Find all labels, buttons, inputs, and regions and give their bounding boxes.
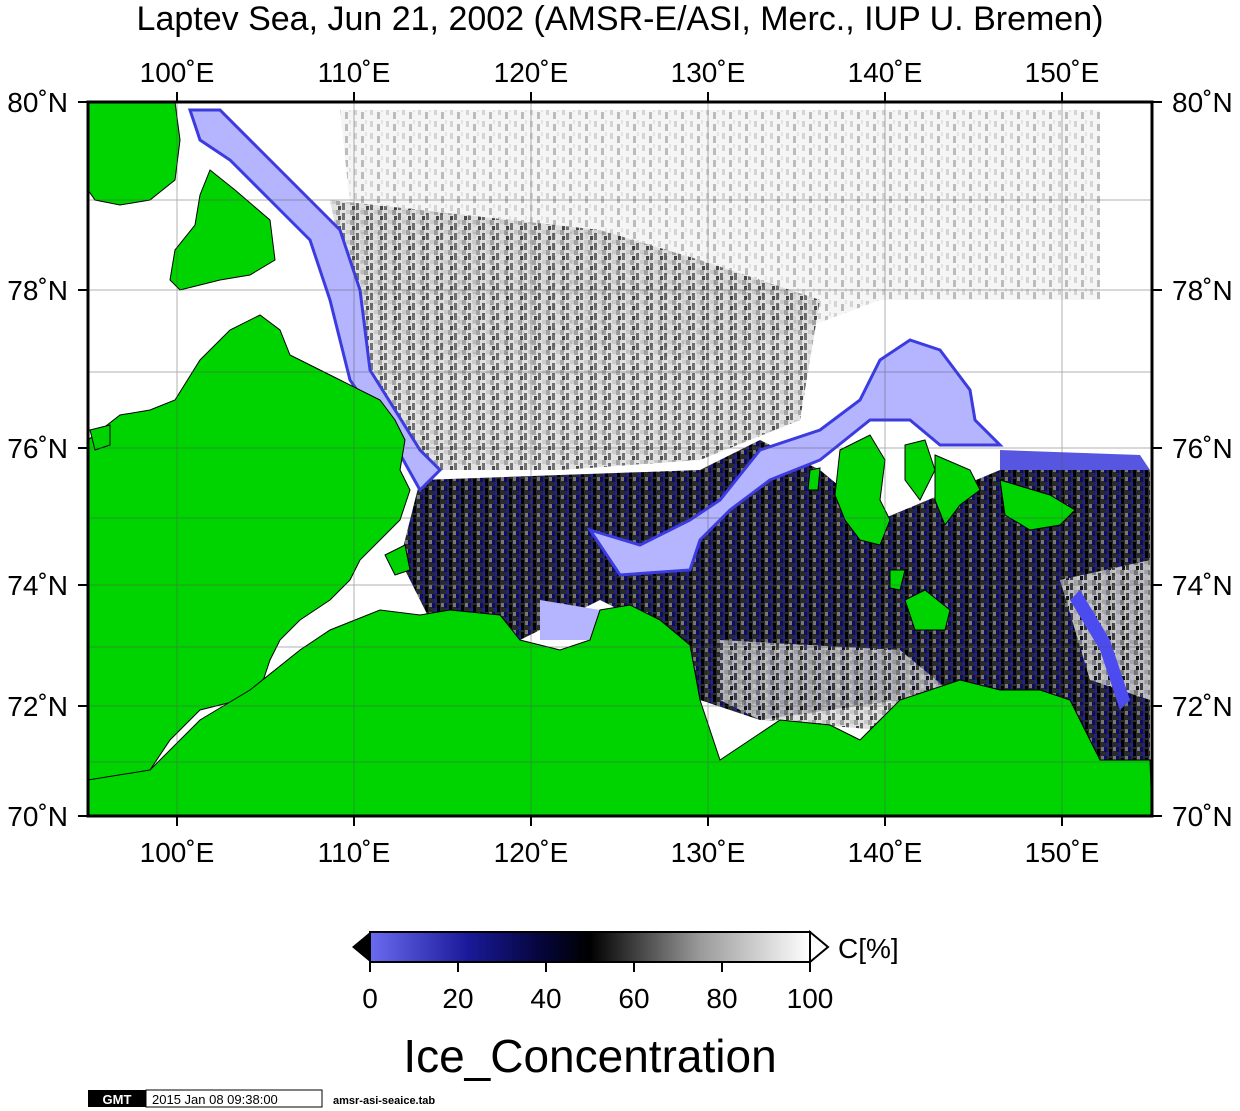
colorbar-unit-label: C[%] [838, 933, 899, 964]
lat-label: 70˚N [1172, 801, 1233, 832]
lat-label: 80˚N [7, 87, 68, 118]
colorbar-tick-label: 80 [706, 983, 737, 1014]
gmt-footer: GMT 2015 Jan 08 09:38:00 amsr-asi-seaice… [88, 1089, 435, 1108]
lat-label: 76˚N [1172, 433, 1233, 464]
lon-label: 120˚E [494, 57, 569, 88]
taymyr-peninsula [88, 314, 411, 781]
mainland-coast [88, 604, 1152, 816]
bolshoy-lyakhovsky [904, 589, 951, 631]
kotelny-island [834, 434, 891, 546]
colorbar-tick-label: 60 [618, 983, 649, 1014]
map-title: Laptev Sea, Jun 21, 2002 (AMSR-E/ASI, Me… [137, 0, 1104, 38]
lat-label: 76˚N [7, 433, 68, 464]
source-filename: amsr-asi-seaice.tab [333, 1095, 435, 1107]
graticule [88, 102, 1152, 816]
lon-label: 100˚E [140, 837, 215, 868]
lat-label: 80˚N [1172, 87, 1233, 118]
tick-marks [78, 92, 1162, 826]
stolbovoy-island [889, 569, 906, 591]
lon-label: 130˚E [671, 837, 746, 868]
map-panel [88, 102, 1152, 816]
lon-label: 150˚E [1025, 57, 1100, 88]
lat-label: 78˚N [1172, 275, 1233, 306]
lon-label: 110˚E [318, 57, 391, 88]
lon-label: 140˚E [848, 837, 923, 868]
map-frame [86, 100, 1154, 818]
colorbar-tick-label: 0 [362, 983, 378, 1014]
lon-label: 100˚E [140, 57, 215, 88]
lon-label: 130˚E [671, 57, 746, 88]
lon-label: 140˚E [848, 57, 923, 88]
land-masses [88, 102, 1152, 816]
lat-labels-right: 80˚N 78˚N 76˚N 74˚N 72˚N 70˚N [1172, 87, 1233, 832]
colorbar-max-arrow [809, 929, 830, 965]
lat-label: 74˚N [1172, 570, 1233, 601]
lon-label: 120˚E [494, 837, 569, 868]
variable-label: Ice_Concentration [403, 1030, 776, 1082]
timestamp: 2015 Jan 08 09:38:00 [152, 1092, 278, 1107]
gmt-logo-box [88, 1090, 146, 1107]
severnaya-zemlya [88, 102, 181, 206]
lat-label: 78˚N [7, 275, 68, 306]
colorbar: C[%] 0 20 40 60 80 100 [352, 929, 899, 1014]
lon-label: 110˚E [318, 837, 391, 868]
colorbar-gradient [369, 931, 811, 963]
gmt-logo: GMT [103, 1092, 132, 1107]
lat-labels-left: 80˚N 78˚N 76˚N 74˚N 72˚N 70˚N [7, 87, 68, 832]
faddeyevsky-island [904, 439, 936, 501]
lat-label: 72˚N [1172, 691, 1233, 722]
new-siberia-island [999, 479, 1076, 531]
lon-labels-bottom: 100˚E 110˚E 120˚E 130˚E 140˚E 150˚E [140, 837, 1100, 868]
lat-label: 74˚N [7, 570, 68, 601]
colorbar-min-arrow [352, 932, 370, 962]
timestamp-box [145, 1089, 323, 1108]
ice-concentration-field [187, 108, 1150, 760]
lon-labels-top: 100˚E 110˚E 120˚E 130˚E 140˚E 150˚E [140, 57, 1100, 88]
lon-label: 150˚E [1025, 837, 1100, 868]
colorbar-tick-label: 20 [442, 983, 473, 1014]
bunge-land [934, 454, 981, 527]
colorbar-tick-label: 40 [530, 983, 561, 1014]
bolshevik-island [169, 169, 276, 291]
lat-label: 70˚N [7, 801, 68, 832]
lat-label: 72˚N [7, 691, 68, 722]
colorbar-tick-label: 100 [787, 983, 834, 1014]
